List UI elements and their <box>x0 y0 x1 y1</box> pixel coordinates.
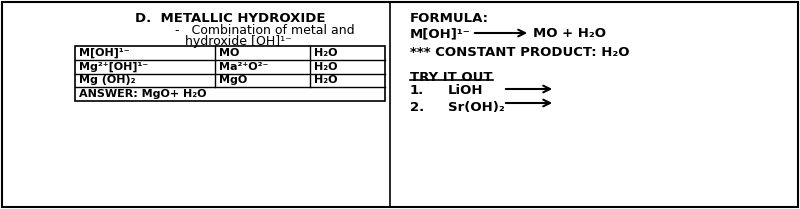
Text: Mg (OH)₂: Mg (OH)₂ <box>79 75 135 85</box>
Text: Sr(OH)₂: Sr(OH)₂ <box>448 101 505 114</box>
FancyBboxPatch shape <box>75 46 385 101</box>
Text: hydroxide [OH]¹⁻: hydroxide [OH]¹⁻ <box>185 35 292 48</box>
Text: Mg²⁺[OH]¹⁻: Mg²⁺[OH]¹⁻ <box>79 61 148 72</box>
Text: LiOH: LiOH <box>448 84 483 97</box>
Text: D.  METALLIC HYDROXIDE: D. METALLIC HYDROXIDE <box>134 12 326 25</box>
Text: MO: MO <box>219 48 239 58</box>
Text: TRY IT OUT: TRY IT OUT <box>410 71 493 84</box>
Text: FORMULA:: FORMULA: <box>410 12 489 25</box>
Text: Ma²⁺O²⁻: Ma²⁺O²⁻ <box>219 62 268 72</box>
Text: H₂O: H₂O <box>314 48 338 58</box>
Text: H₂O: H₂O <box>314 75 338 85</box>
Text: M[OH]¹⁻: M[OH]¹⁻ <box>79 48 130 58</box>
Text: 2.: 2. <box>410 101 424 114</box>
Text: H₂O: H₂O <box>314 62 338 72</box>
Text: ANSWER: MgO+ H₂O: ANSWER: MgO+ H₂O <box>79 89 206 99</box>
Text: -   Combination of metal and: - Combination of metal and <box>175 24 354 37</box>
Text: MO + H₂O: MO + H₂O <box>533 27 606 40</box>
Text: M[OH]¹⁻: M[OH]¹⁻ <box>410 27 470 40</box>
Text: MgO: MgO <box>219 75 247 85</box>
Text: 1.: 1. <box>410 84 424 97</box>
Text: *** CONSTANT PRODUCT: H₂O: *** CONSTANT PRODUCT: H₂O <box>410 46 630 59</box>
FancyBboxPatch shape <box>2 2 798 207</box>
